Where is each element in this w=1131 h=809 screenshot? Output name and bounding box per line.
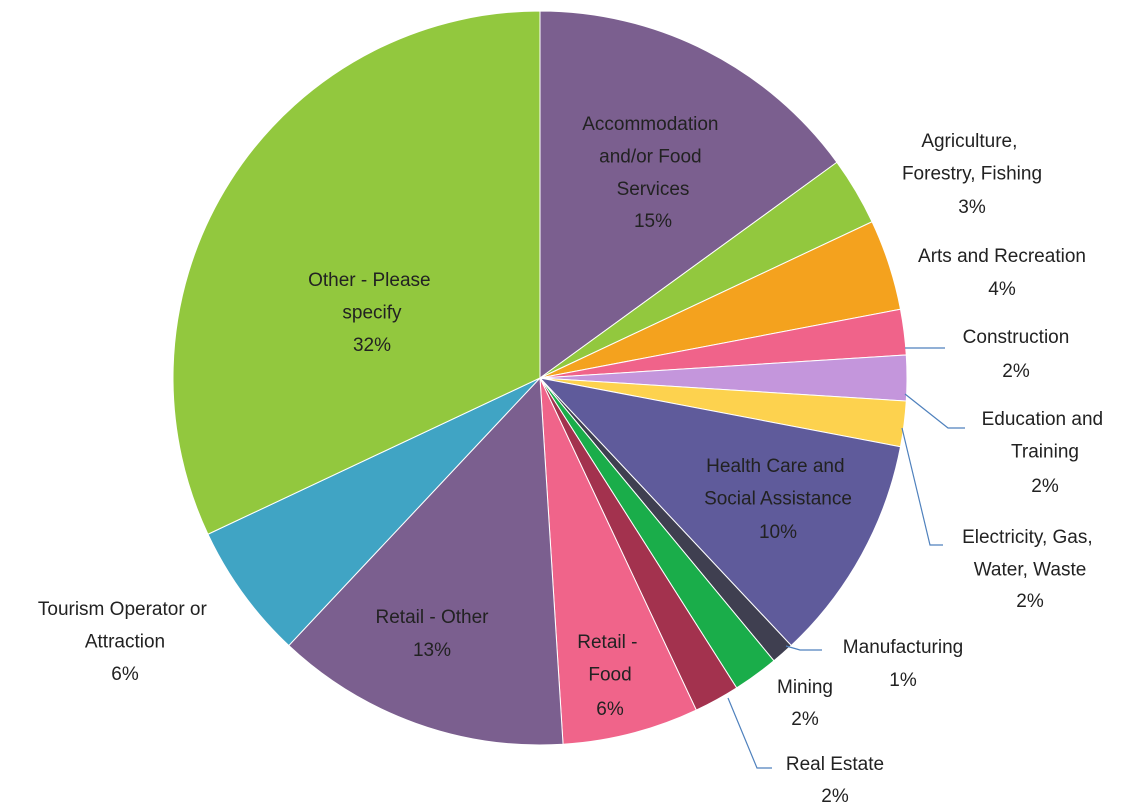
slice-value-label: 6% [111,664,139,685]
pie-slice [207,377,541,647]
slice-label: Education and Training [982,409,1109,463]
leader-line [901,427,943,546]
slice-label: Retail - Food [577,632,642,686]
leader-line [785,645,822,651]
slice-value-label: 10% [759,522,797,543]
pie-slice [172,10,541,535]
slice-value-label: 32% [353,335,391,356]
slice-label: Mining [777,677,833,698]
slice-label: Other - Please specify [308,270,436,324]
slice-value-label: 2% [1016,591,1044,612]
slice-label: Accommodation and/or Food Services [582,114,724,200]
slice-value-label: 4% [988,279,1016,300]
slice-value-label: 2% [791,709,819,730]
slice-value-label: 1% [889,670,917,691]
slice-value-label: 13% [413,640,451,661]
slice-label: Arts and Recreation [918,246,1086,267]
pie-slice [538,377,902,647]
pie-slice [539,10,838,379]
slice-label: Manufacturing [843,637,963,658]
leader-line [904,393,965,429]
slice-value-label: 6% [596,699,624,720]
pie-slice [539,377,697,745]
slice-label: Electricity, Gas, Water, Waste [962,527,1098,581]
slice-label: Construction [963,327,1070,348]
leader-line [727,697,772,769]
slice-label: Agriculture, Forestry, Fishing [902,131,1042,185]
slice-value-label: 2% [821,786,849,807]
slice-value-label: 2% [1031,476,1059,497]
slice-label: Real Estate [786,754,884,775]
slice-label: Health Care and Social Assistance [704,456,852,510]
slice-value-label: 15% [634,211,672,232]
slice-value-label: 3% [958,197,986,218]
slice-value-label: 2% [1002,361,1030,382]
pie-slice [288,376,564,746]
slice-label: Retail - Other [376,607,490,628]
slice-label: Tourism Operator or Attraction [38,599,212,653]
